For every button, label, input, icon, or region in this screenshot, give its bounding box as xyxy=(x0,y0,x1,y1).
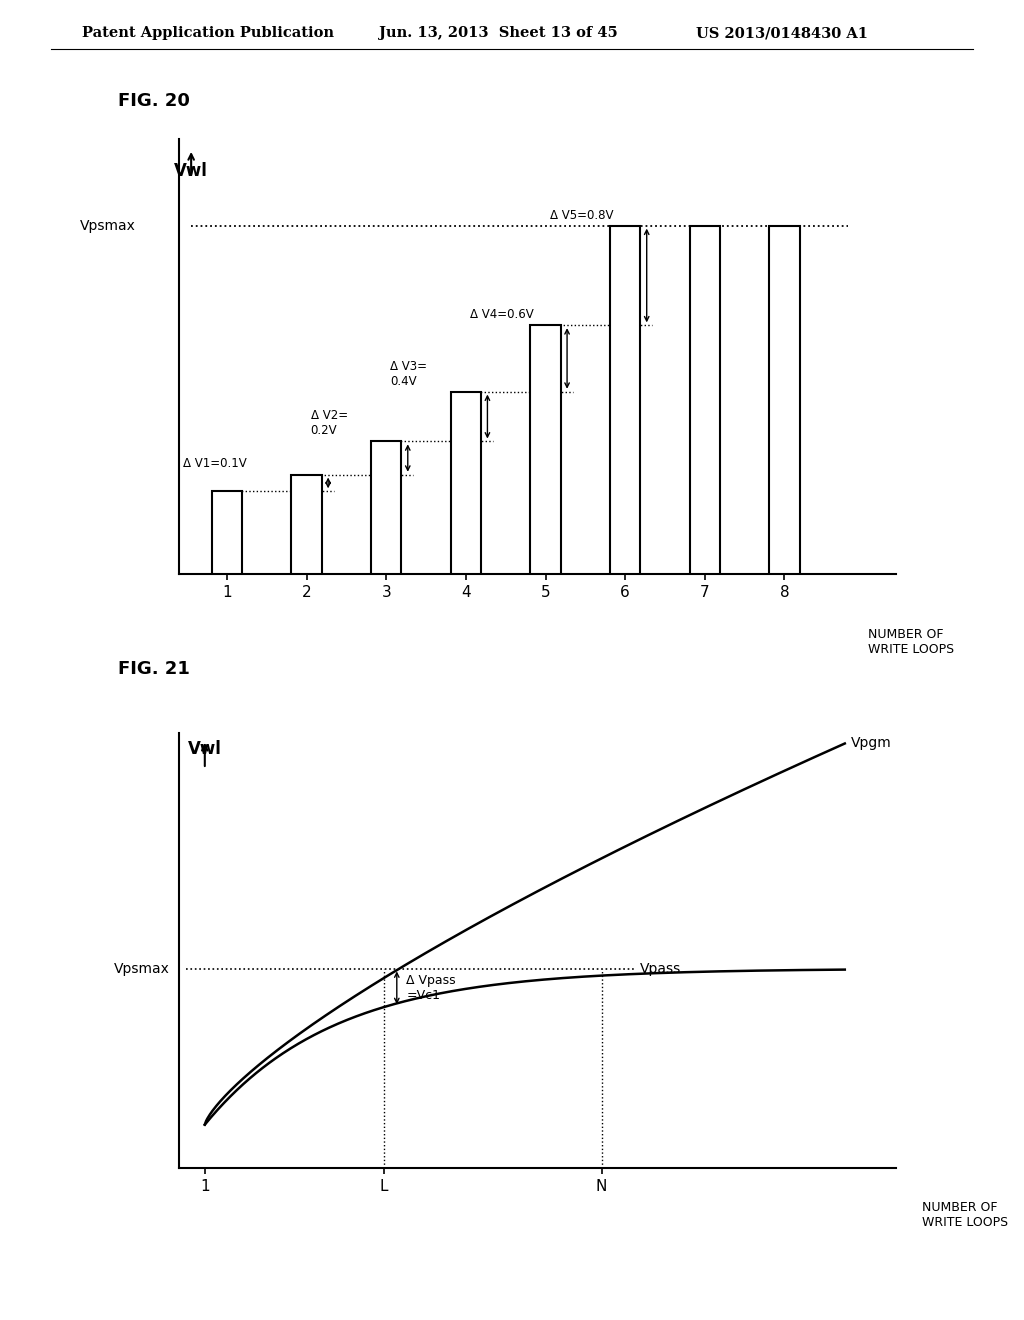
Text: Δ Vpass
=Vc1: Δ Vpass =Vc1 xyxy=(407,974,456,1002)
Bar xyxy=(769,226,800,574)
Text: Vpsmax: Vpsmax xyxy=(114,961,170,975)
Text: US 2013/0148430 A1: US 2013/0148430 A1 xyxy=(696,26,868,41)
Text: Δ V1=0.1V: Δ V1=0.1V xyxy=(183,458,247,470)
Text: FIG. 21: FIG. 21 xyxy=(118,660,189,678)
Text: NUMBER OF
WRITE LOOPS: NUMBER OF WRITE LOOPS xyxy=(922,1201,1008,1229)
Text: Δ V5=0.8V: Δ V5=0.8V xyxy=(550,209,613,222)
Text: Jun. 13, 2013  Sheet 13 of 45: Jun. 13, 2013 Sheet 13 of 45 xyxy=(379,26,617,41)
Text: Δ V2=
0.2V: Δ V2= 0.2V xyxy=(310,409,348,437)
Text: Δ V3=
0.4V: Δ V3= 0.4V xyxy=(390,359,427,388)
Bar xyxy=(690,226,720,574)
Bar xyxy=(212,491,242,574)
Text: FIG. 20: FIG. 20 xyxy=(118,92,189,111)
Text: Vwl: Vwl xyxy=(174,162,208,181)
Text: Vpass: Vpass xyxy=(640,961,681,975)
Text: Patent Application Publication: Patent Application Publication xyxy=(82,26,334,41)
Bar xyxy=(610,226,640,574)
Text: Vpsmax: Vpsmax xyxy=(80,219,135,232)
Text: Vwl: Vwl xyxy=(187,741,222,758)
Bar xyxy=(292,475,322,574)
Text: Vpgm: Vpgm xyxy=(851,737,892,751)
Text: Δ V4=0.6V: Δ V4=0.6V xyxy=(470,308,534,321)
Bar xyxy=(530,325,561,574)
Bar xyxy=(371,441,401,574)
Text: NUMBER OF
WRITE LOOPS: NUMBER OF WRITE LOOPS xyxy=(868,628,954,656)
Bar xyxy=(451,392,481,574)
